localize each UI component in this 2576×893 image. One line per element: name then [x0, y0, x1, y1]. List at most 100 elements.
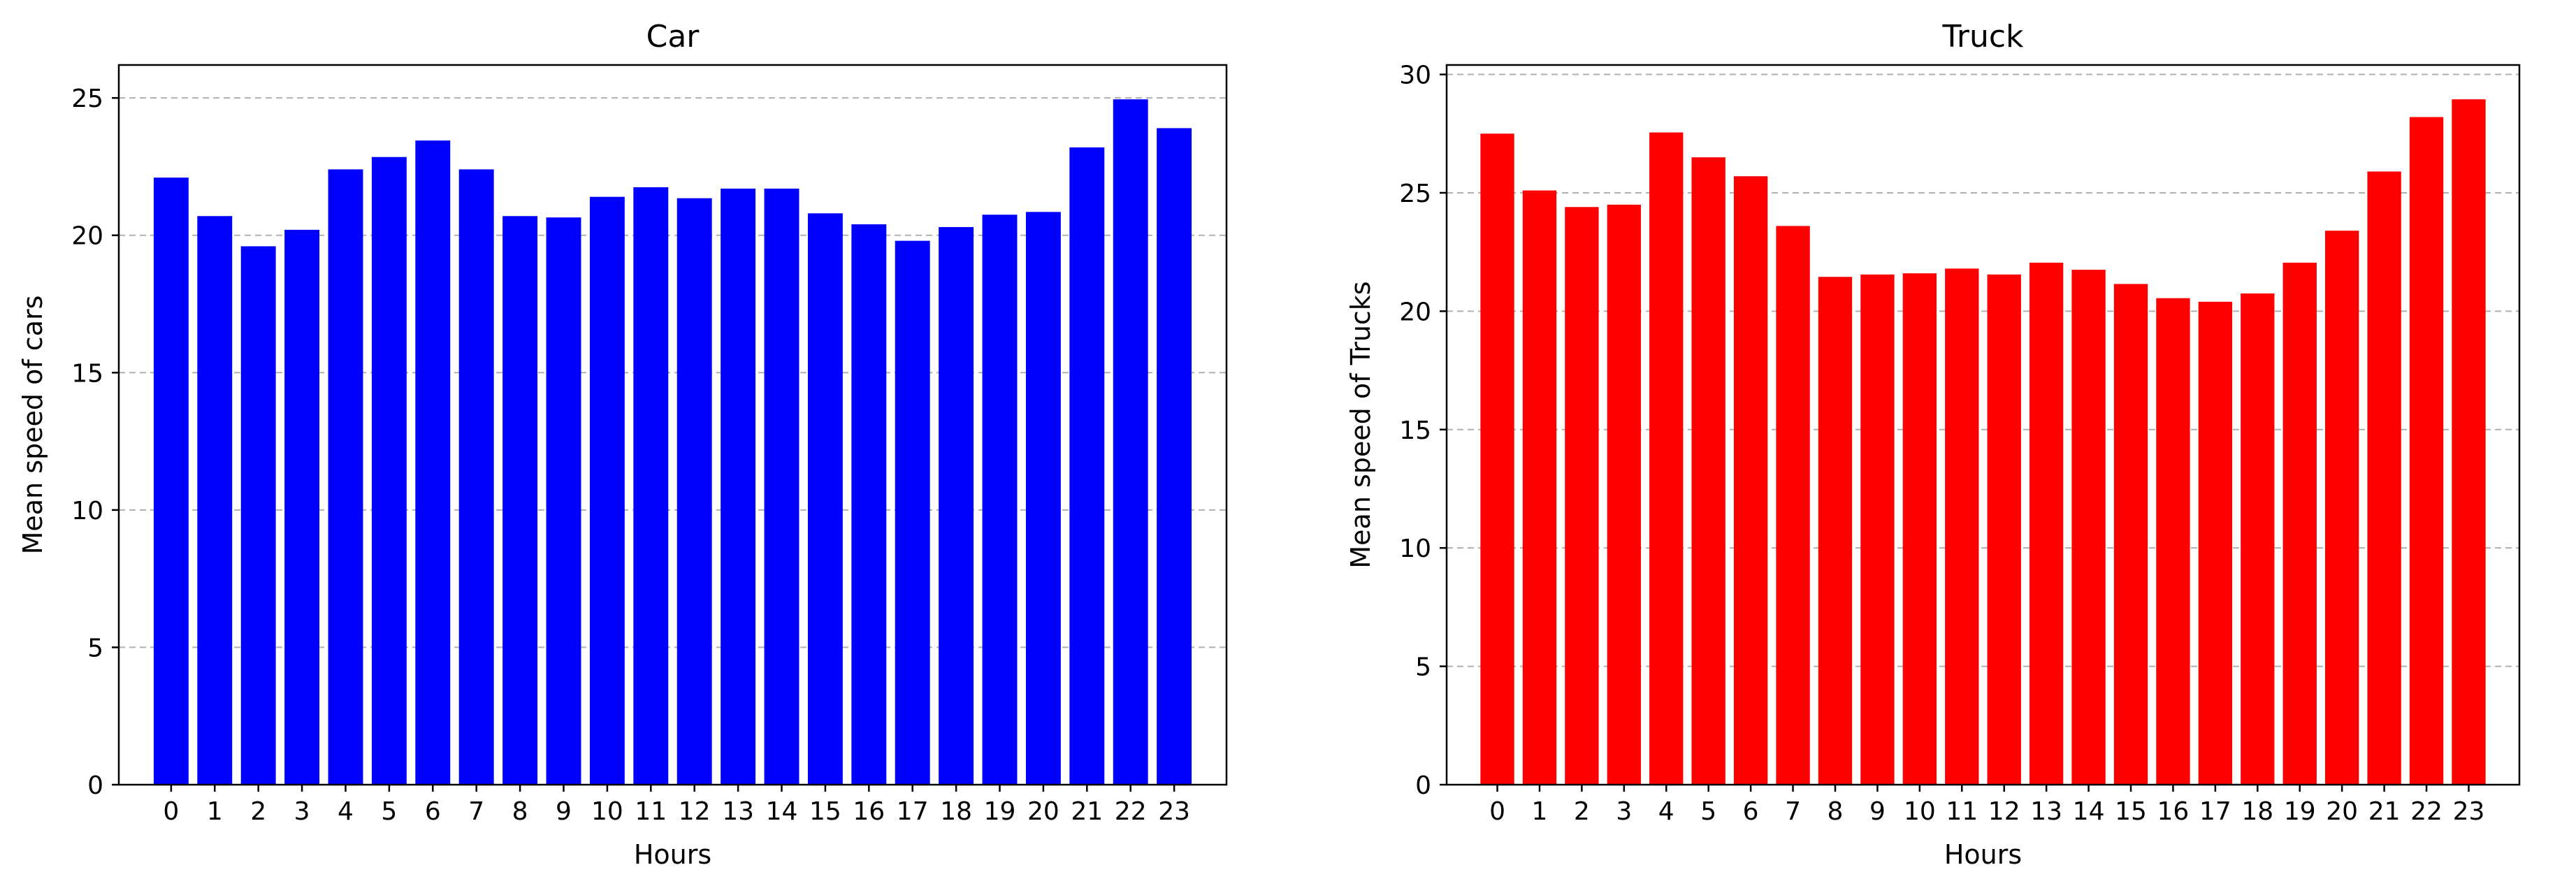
truck-x-tick-label-2: 2 — [1574, 797, 1590, 826]
truck-y-tick-label-1: 5 — [1415, 653, 1431, 682]
truck-x-tick-label-16: 16 — [2157, 797, 2190, 826]
truck-x-tick-label-12: 12 — [1988, 797, 2020, 826]
car-bar-23 — [1157, 128, 1192, 785]
truck-bar-13 — [2029, 262, 2064, 785]
car-bar-14 — [764, 188, 799, 785]
car-x-tick-label-21: 21 — [1071, 797, 1103, 826]
truck-bar-22 — [2409, 117, 2444, 785]
car-x-tick-label-23: 23 — [1158, 797, 1190, 826]
car-x-tick-label-2: 2 — [250, 797, 266, 826]
car-x-tick-label-18: 18 — [940, 797, 972, 826]
car-bar-19 — [982, 215, 1018, 785]
car-x-tick-label-1: 1 — [207, 797, 223, 826]
car-bar-8 — [502, 216, 538, 785]
truck-y-tick-label-3: 15 — [1399, 416, 1431, 445]
truck-y-tick-label-4: 20 — [1399, 298, 1431, 326]
truck-x-tick-label-10: 10 — [1904, 797, 1936, 826]
car-chart-title: Car — [646, 19, 700, 55]
car-bar-13 — [721, 188, 756, 785]
car-bar-3 — [284, 229, 320, 785]
truck-bar-17 — [2198, 301, 2233, 785]
truck-x-tick-label-6: 6 — [1743, 797, 1759, 826]
truck-y-tick-label-2: 10 — [1399, 535, 1431, 563]
car-bar-18 — [939, 226, 974, 785]
car-bar-12 — [676, 198, 712, 785]
car-x-axis-label: Hours — [634, 839, 711, 870]
truck-bar-8 — [1818, 277, 1853, 785]
car-x-tick-label-10: 10 — [591, 797, 623, 826]
truck-bar-20 — [2325, 231, 2359, 785]
car-x-tick-label-0: 0 — [163, 797, 179, 826]
truck-bar-3 — [1607, 204, 1641, 785]
car-x-tick-label-11: 11 — [635, 797, 667, 826]
car-bar-15 — [807, 213, 843, 785]
car-bar-21 — [1069, 147, 1105, 785]
truck-x-axis: 0 1 2 3 4 5 6 7 8 9 10 11 12 13 14 15 16 17 18 19 20 21 22 23 — [1489, 785, 2484, 826]
truck-x-tick-label-21: 21 — [2368, 797, 2401, 826]
truck-bar-5 — [1691, 157, 1725, 785]
car-bar-2 — [240, 246, 276, 785]
car-x-tick-label-12: 12 — [679, 797, 711, 826]
truck-y-tick-label-6: 30 — [1399, 61, 1431, 90]
car-x-tick-label-4: 4 — [338, 797, 354, 826]
car-bars — [153, 99, 1192, 785]
truck-x-axis-label: Hours — [1944, 839, 2022, 870]
car-bar-0 — [153, 177, 189, 785]
truck-y-axis-label: Mean speed of Trucks — [1345, 281, 1376, 568]
car-x-tick-label-5: 5 — [381, 797, 397, 826]
car-x-tick-label-3: 3 — [294, 797, 310, 826]
car-plot-frame — [117, 64, 1228, 786]
car-x-tick-label-17: 17 — [897, 797, 929, 826]
car-x-tick-label-15: 15 — [809, 797, 841, 826]
car-x-tick-label-9: 9 — [556, 797, 572, 826]
truck-y-tick-label-5: 25 — [1399, 180, 1431, 208]
truck-x-tick-label-9: 9 — [1869, 797, 1886, 826]
car-bar-16 — [851, 224, 887, 785]
truck-bar-21 — [2367, 171, 2401, 785]
truck-x-tick-label-1: 1 — [1531, 797, 1547, 826]
truck-x-tick-label-13: 13 — [2030, 797, 2062, 826]
truck-x-tick-label-20: 20 — [2326, 797, 2358, 826]
truck-bar-11 — [1945, 268, 1979, 785]
car-bar-11 — [633, 187, 669, 785]
truck-bar-12 — [1987, 274, 2021, 785]
truck-bar-15 — [2113, 284, 2148, 785]
truck-bar-14 — [2071, 270, 2106, 785]
car-x-tick-label-6: 6 — [425, 797, 441, 826]
car-x-tick-label-7: 7 — [468, 797, 484, 826]
truck-y-axis: 0 5 10 15 20 25 30 — [1399, 61, 1447, 800]
truck-x-tick-label-5: 5 — [1700, 797, 1716, 826]
truck-bar-0 — [1480, 133, 1514, 785]
truck-x-tick-label-23: 23 — [2453, 797, 2485, 826]
truck-x-tick-label-15: 15 — [2115, 797, 2147, 826]
truck-plot-frame — [1445, 64, 2521, 786]
car-x-tick-label-16: 16 — [853, 797, 885, 826]
car-bar-17 — [895, 240, 930, 785]
car-x-tick-label-19: 19 — [984, 797, 1016, 826]
car-bar-22 — [1113, 99, 1148, 785]
car-x-tick-label-20: 20 — [1027, 797, 1059, 826]
car-bar-5 — [371, 157, 407, 785]
car-bar-10 — [589, 196, 625, 785]
truck-x-tick-label-22: 22 — [2410, 797, 2443, 826]
truck-x-tick-label-0: 0 — [1489, 797, 1505, 826]
truck-bars — [1480, 99, 2486, 785]
truck-x-tick-label-8: 8 — [1828, 797, 1844, 826]
car-bar-1 — [197, 216, 233, 785]
car-bar-7 — [458, 169, 494, 785]
car-y-tick-label-5: 25 — [71, 85, 103, 113]
car-bar-6 — [415, 140, 451, 785]
car-x-tick-label-22: 22 — [1115, 797, 1147, 826]
truck-x-tick-label-3: 3 — [1616, 797, 1632, 826]
car-bar-4 — [328, 169, 363, 785]
car-y-tick-label-1: 5 — [87, 634, 103, 662]
car-bar-20 — [1025, 212, 1061, 785]
truck-bar-18 — [2241, 293, 2275, 785]
car-y-tick-label-2: 10 — [71, 497, 103, 525]
truck-bar-4 — [1649, 132, 1684, 785]
truck-y-tick-label-0: 0 — [1415, 771, 1431, 800]
truck-bar-23 — [2452, 99, 2486, 785]
